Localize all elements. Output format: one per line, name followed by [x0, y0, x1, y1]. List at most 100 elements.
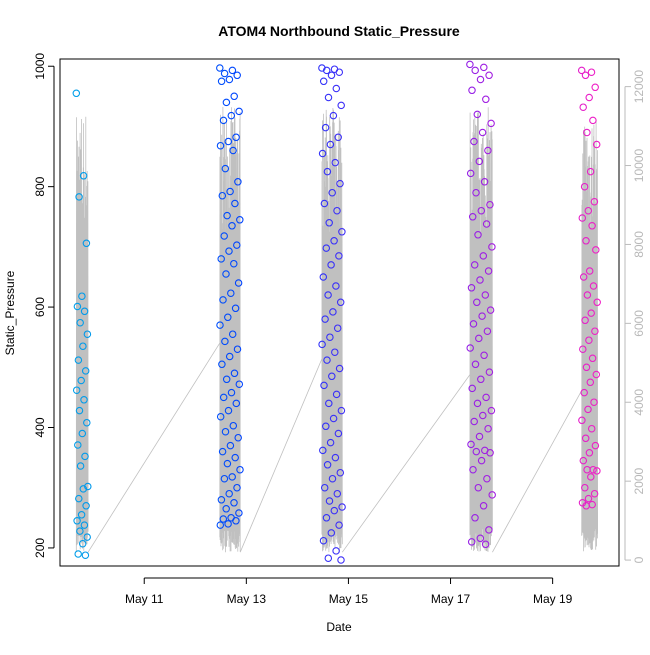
- data-point: [327, 71, 336, 80]
- data-point: [235, 509, 243, 517]
- data-point: [480, 178, 489, 186]
- data-point: [231, 453, 239, 462]
- axes-layer: 2004006008001000020004000600080001000012…: [33, 53, 646, 606]
- data-point: [337, 406, 346, 415]
- y-tick-label: 1000: [33, 53, 47, 80]
- data-point: [73, 517, 81, 525]
- data-point: [591, 327, 599, 335]
- data-point: [336, 468, 345, 477]
- data-point: [74, 356, 83, 364]
- data-point: [335, 364, 344, 373]
- line-series-layer: [75, 106, 598, 553]
- data-point: [476, 276, 484, 284]
- data-point: [476, 534, 485, 543]
- data-point: [486, 200, 494, 209]
- data-point: [321, 123, 330, 132]
- profile-line: [581, 120, 598, 552]
- data-point: [217, 255, 225, 263]
- data-point: [478, 128, 487, 137]
- data-point: [333, 324, 342, 332]
- data-point: [578, 214, 587, 222]
- data-point: [591, 441, 600, 450]
- data-point: [470, 261, 479, 269]
- data-point: [234, 178, 242, 186]
- data-point: [218, 360, 226, 369]
- data-point: [336, 179, 344, 188]
- data-point: [222, 375, 231, 384]
- data-point: [468, 213, 477, 221]
- y-axis-label: Static_Pressure: [3, 270, 17, 355]
- data-point: [325, 219, 333, 227]
- data-point: [81, 452, 89, 461]
- connector-line: [87, 342, 221, 553]
- data-point: [329, 414, 338, 423]
- data-point: [580, 182, 589, 191]
- data-point: [330, 237, 338, 245]
- data-point: [473, 298, 481, 307]
- data-point: [216, 412, 225, 421]
- data-point: [231, 304, 240, 313]
- data-point: [77, 376, 85, 385]
- data-point: [324, 93, 333, 102]
- data-point: [227, 289, 235, 297]
- data-point: [224, 313, 232, 322]
- data-point: [592, 246, 600, 254]
- data-point: [75, 494, 83, 503]
- chart-title: ATOM4 Northbound Static_Pressure: [218, 23, 460, 39]
- data-point: [236, 465, 244, 474]
- data-point: [338, 503, 346, 511]
- y2-tick-label: 12000: [632, 70, 646, 104]
- data-point: [468, 384, 476, 393]
- data-point: [577, 66, 586, 75]
- data-point: [479, 252, 488, 260]
- data-point: [581, 434, 590, 443]
- data-point: [73, 302, 82, 311]
- data-point: [586, 378, 595, 387]
- data-point: [331, 348, 339, 356]
- data-point: [228, 222, 236, 230]
- data-point: [587, 68, 596, 76]
- data-point: [479, 411, 487, 420]
- data-point: [335, 521, 343, 529]
- data-point: [225, 352, 234, 361]
- data-point: [332, 547, 340, 555]
- data-point: [227, 388, 236, 397]
- data-point: [593, 298, 601, 307]
- data-point: [466, 169, 475, 178]
- data-point: [323, 167, 332, 176]
- data-point: [584, 494, 593, 503]
- data-point: [467, 538, 476, 546]
- data-point: [487, 119, 495, 128]
- data-point: [81, 551, 90, 559]
- data-point: [590, 489, 599, 498]
- data-point: [236, 216, 244, 224]
- data-point: [320, 483, 329, 492]
- y2-tick-label: 10000: [632, 149, 646, 183]
- data-point: [228, 330, 237, 338]
- y-tick-label: 400: [33, 417, 47, 437]
- data-point: [76, 318, 84, 327]
- data-point: [78, 292, 86, 300]
- data-point: [75, 406, 84, 415]
- data-point: [225, 489, 233, 498]
- data-point: [589, 282, 598, 290]
- data-point: [224, 137, 233, 146]
- x-tick-label: May 15: [329, 592, 369, 606]
- data-point: [332, 390, 341, 399]
- plot-frame: [59, 58, 620, 567]
- data-point: [226, 441, 235, 450]
- data-point: [586, 167, 595, 176]
- data-point: [592, 370, 601, 379]
- data-point: [466, 344, 474, 352]
- data-point: [480, 63, 488, 72]
- data-point: [334, 429, 343, 438]
- data-point: [478, 312, 486, 320]
- data-point: [472, 447, 481, 456]
- connector-line: [239, 358, 323, 553]
- points-layer: [72, 60, 601, 564]
- data-point: [219, 296, 227, 304]
- data-point: [473, 399, 482, 408]
- data-point: [482, 393, 490, 402]
